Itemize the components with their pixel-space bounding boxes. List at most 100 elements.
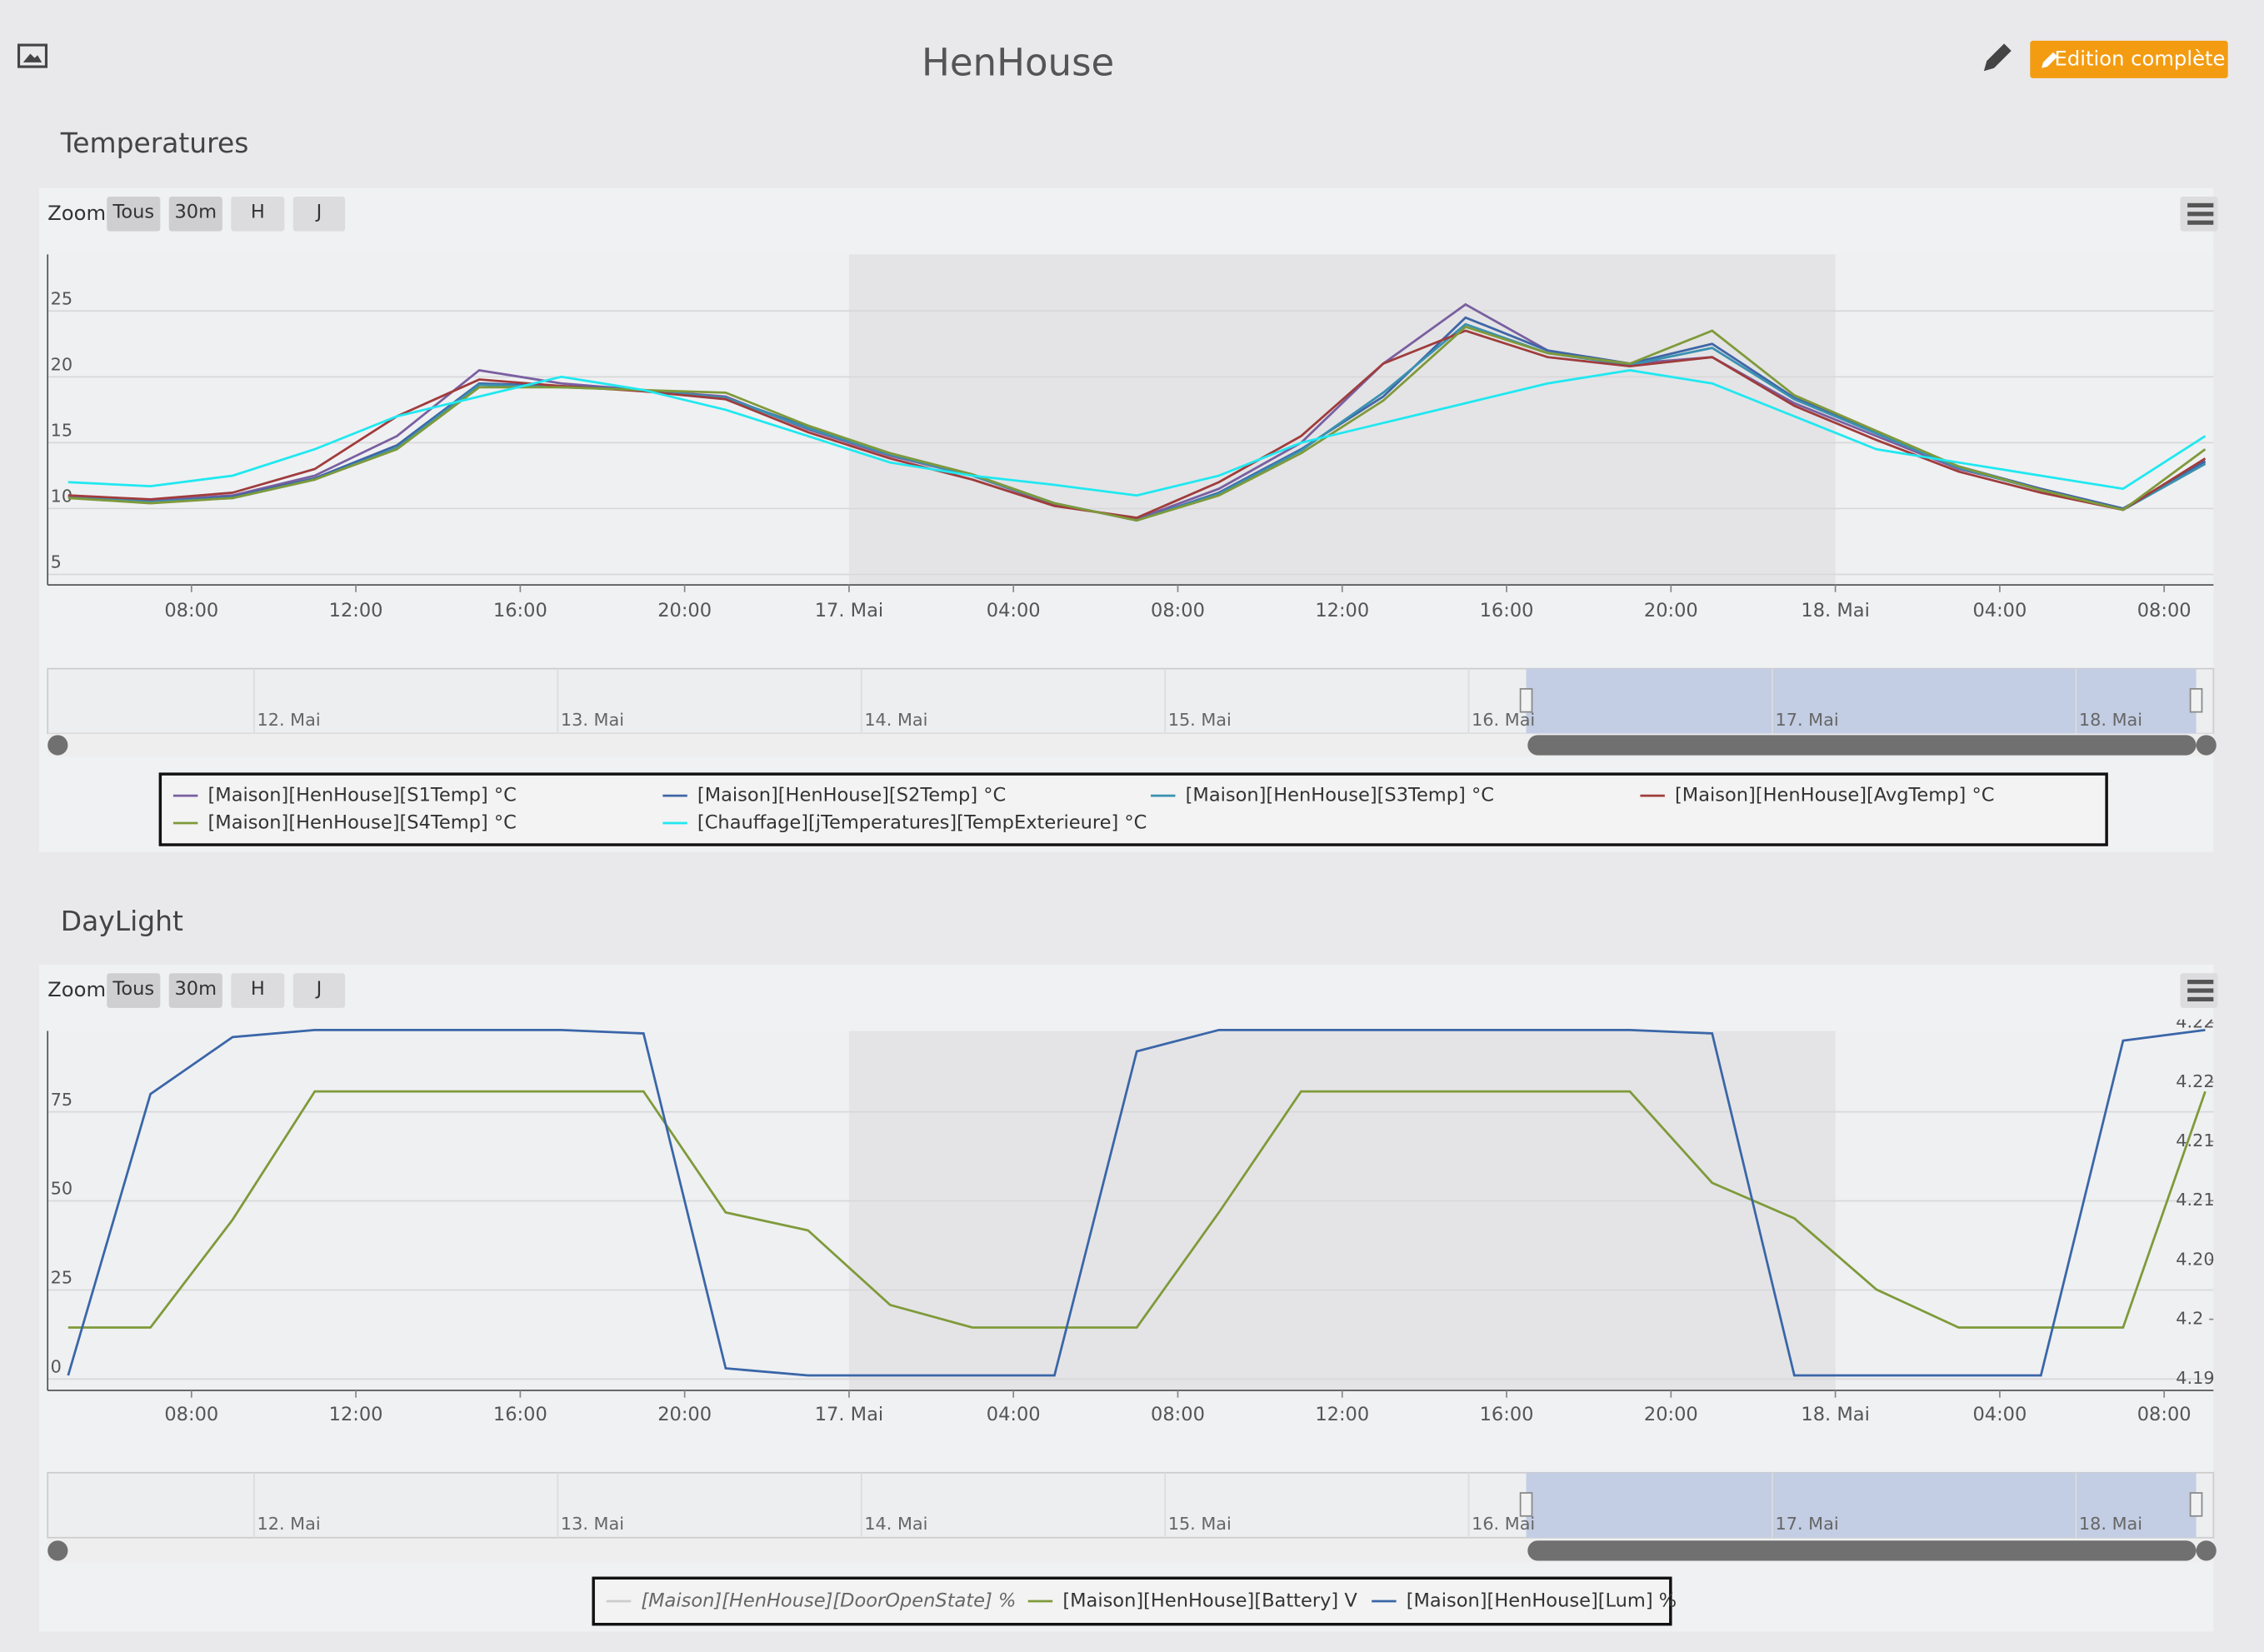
- x-tick-label: 18. Mai: [1801, 600, 1869, 621]
- y2-tick-label: 4.22: [2176, 1071, 2214, 1091]
- y-tick-label: 25: [51, 1268, 72, 1288]
- navigator-handle[interactable]: [2189, 1492, 2203, 1517]
- image-icon[interactable]: [17, 43, 48, 68]
- x-tick-label: 08:00: [164, 600, 218, 621]
- zoom-button[interactable]: [231, 973, 285, 1008]
- legend-label[interactable]: [Chauffage][jTemperatures][TempExterieur…: [697, 812, 1147, 834]
- scrollbar-thumb[interactable]: [1527, 735, 2197, 756]
- y-tick-label: 75: [51, 1090, 72, 1110]
- zoom-button-label[interactable]: J: [315, 202, 322, 223]
- zoom-button-label[interactable]: 30m: [174, 978, 217, 1000]
- navigator-label: 16. Mai: [1472, 1514, 1535, 1534]
- scroll-left[interactable]: [47, 735, 68, 756]
- navigator-handle[interactable]: [1519, 688, 1533, 713]
- y2-tick-label: 4.215: [2176, 1130, 2226, 1150]
- y2-axis: 4.195 4.2 4.205 4.21 4.215 4.22 4.225: [2176, 1012, 2226, 1388]
- legend-label[interactable]: [Maison][HenHouse][Battery] V: [1062, 1590, 1357, 1612]
- navigator-label: 18. Mai: [2079, 710, 2142, 730]
- zoom-button[interactable]: [107, 197, 161, 232]
- scroll-right[interactable]: [2196, 1540, 2217, 1561]
- x-tick-label: 17. Mai: [815, 1404, 883, 1425]
- x-tick-label: 20:00: [657, 600, 712, 621]
- legend-label[interactable]: [Maison][HenHouse][AvgTemp] °C: [1675, 785, 1994, 806]
- navigator-label: 16. Mai: [1472, 710, 1535, 730]
- icon-frame: [17, 43, 48, 68]
- legend-box: [592, 1576, 1672, 1626]
- y2-tick-label: 4.225: [2176, 1012, 2226, 1032]
- chart-section: DayLight Zoom Tous 30m H J 0 25 50 75 08:00 12:00 16…: [38, 905, 2226, 1632]
- navigator-handle[interactable]: [2189, 688, 2203, 713]
- navigator-selection[interactable]: [1526, 1472, 2197, 1538]
- y-tick-label: 0: [51, 1356, 62, 1376]
- x-tick-label: 12:00: [1315, 1404, 1369, 1425]
- legend-label[interactable]: [Maison][HenHouse][S4Temp] °C: [208, 812, 517, 834]
- menu-bar: [2187, 202, 2214, 208]
- y2-tick-label: 4.21: [2176, 1190, 2214, 1210]
- x-tick-label: 16:00: [1480, 1404, 1534, 1425]
- zoom-button-label[interactable]: H: [251, 202, 265, 223]
- y-tick-label: 20: [51, 354, 72, 374]
- y-tick-label: 5: [51, 552, 62, 572]
- pencil-icon[interactable]: [1983, 43, 2012, 72]
- zoom-button[interactable]: [231, 197, 285, 232]
- legend-label[interactable]: [Maison][HenHouse][Lum] %: [1407, 1590, 1677, 1612]
- y-tick-label: 25: [51, 288, 72, 308]
- legend-label[interactable]: [Maison][HenHouse][S1Temp] °C: [208, 785, 517, 806]
- x-tick-label: 12:00: [329, 600, 383, 621]
- edit-button[interactable]: [2030, 40, 2228, 78]
- zoom-button-label[interactable]: Tous: [112, 202, 154, 223]
- scroll-right[interactable]: [2196, 735, 2217, 756]
- x-tick-label: 20:00: [1644, 1404, 1698, 1425]
- plot-band: [848, 1031, 1836, 1391]
- scrollbar-thumb[interactable]: [1527, 1540, 2197, 1561]
- navigator-label: 13. Mai: [561, 1514, 624, 1534]
- zoom-button-label[interactable]: J: [315, 978, 322, 1000]
- zoom-button-label[interactable]: H: [251, 978, 265, 1000]
- x-tick-label: 16:00: [1480, 600, 1534, 621]
- zoom-button-label[interactable]: Tous: [112, 978, 154, 1000]
- x-tick-label: 18. Mai: [1801, 1404, 1869, 1425]
- scroll-left[interactable]: [47, 1540, 68, 1561]
- x-tick-label: 17. Mai: [815, 600, 883, 621]
- series-line: [67, 325, 2207, 522]
- navigator-label: 12. Mai: [257, 1514, 321, 1534]
- navigator-label: 14. Mai: [864, 710, 927, 730]
- x-tick-label: 16:00: [493, 1404, 547, 1425]
- navigator-handle[interactable]: [1519, 1492, 1533, 1517]
- zoom-button-label[interactable]: 30m: [174, 202, 217, 223]
- navigator-selection[interactable]: [1526, 668, 2197, 734]
- navigator-label: 15. Mai: [1168, 710, 1232, 730]
- navigator-label: 12. Mai: [257, 710, 321, 730]
- zoom-button[interactable]: [107, 973, 161, 1008]
- zoom-label: Zoom: [47, 977, 106, 1001]
- series-line: [67, 1028, 2206, 1377]
- x-tick-label: 04:00: [987, 1404, 1041, 1425]
- x-tick-label: 08:00: [2137, 1404, 2192, 1425]
- zoom-button[interactable]: [292, 973, 346, 1008]
- zoom-button[interactable]: [292, 197, 346, 232]
- navigator-label: 15. Mai: [1168, 1514, 1232, 1534]
- x-tick-label: 20:00: [1644, 600, 1698, 621]
- legend-label[interactable]: [Maison][HenHouse][S2Temp] °C: [697, 785, 1006, 806]
- icon-mountain: [22, 53, 42, 62]
- menu-bar: [2187, 996, 2214, 1002]
- legend-label[interactable]: [Maison][HenHouse][DoorOpenState] %: [641, 1590, 1016, 1612]
- x-tick-label: 04:00: [1972, 1404, 2027, 1425]
- menu-bar: [2187, 212, 2214, 217]
- x-tick-label: 20:00: [657, 1404, 712, 1425]
- menu-bar: [2187, 220, 2214, 225]
- legend-label[interactable]: [Maison][HenHouse][S3Temp] °C: [1186, 785, 1494, 806]
- edit-button-label[interactable]: Edition complète: [2055, 46, 2226, 70]
- navigator-label: 18. Mai: [2079, 1514, 2142, 1534]
- section-title: DayLight: [61, 905, 183, 937]
- x-tick-label: 08:00: [2137, 600, 2192, 621]
- zoom-button[interactable]: [168, 973, 222, 1008]
- series-line: [67, 302, 2207, 521]
- y-tick-label: 50: [51, 1179, 72, 1199]
- page-title: HenHouse: [922, 40, 1114, 84]
- navigator-label: 13. Mai: [561, 710, 624, 730]
- zoom-button[interactable]: [168, 197, 222, 232]
- zoom-label: Zoom: [47, 201, 106, 225]
